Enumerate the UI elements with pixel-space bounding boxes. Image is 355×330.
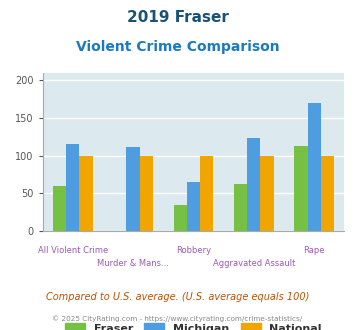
Text: Aggravated Assault: Aggravated Assault	[213, 259, 295, 268]
Legend: Fraser, Michigan, National: Fraser, Michigan, National	[60, 319, 327, 330]
Text: Murder & Mans...: Murder & Mans...	[97, 259, 169, 268]
Text: Robbery: Robbery	[176, 246, 211, 255]
Text: 2019 Fraser: 2019 Fraser	[127, 10, 228, 25]
Bar	[140, 155, 153, 231]
Text: Violent Crime Comparison: Violent Crime Comparison	[76, 40, 279, 53]
Bar	[234, 184, 247, 231]
Text: All Violent Crime: All Violent Crime	[38, 246, 108, 255]
Bar	[187, 182, 200, 231]
Bar	[53, 186, 66, 231]
Bar	[307, 103, 321, 231]
Bar	[321, 155, 334, 231]
Bar	[80, 155, 93, 231]
Bar	[200, 155, 213, 231]
Text: © 2025 CityRating.com - https://www.cityrating.com/crime-statistics/: © 2025 CityRating.com - https://www.city…	[53, 315, 302, 322]
Bar	[126, 147, 140, 231]
Bar	[66, 144, 80, 231]
Bar	[174, 205, 187, 231]
Bar	[247, 138, 261, 231]
Bar	[294, 146, 307, 231]
Text: Compared to U.S. average. (U.S. average equals 100): Compared to U.S. average. (U.S. average …	[46, 292, 309, 302]
Text: Rape: Rape	[304, 246, 325, 255]
Bar	[261, 155, 274, 231]
